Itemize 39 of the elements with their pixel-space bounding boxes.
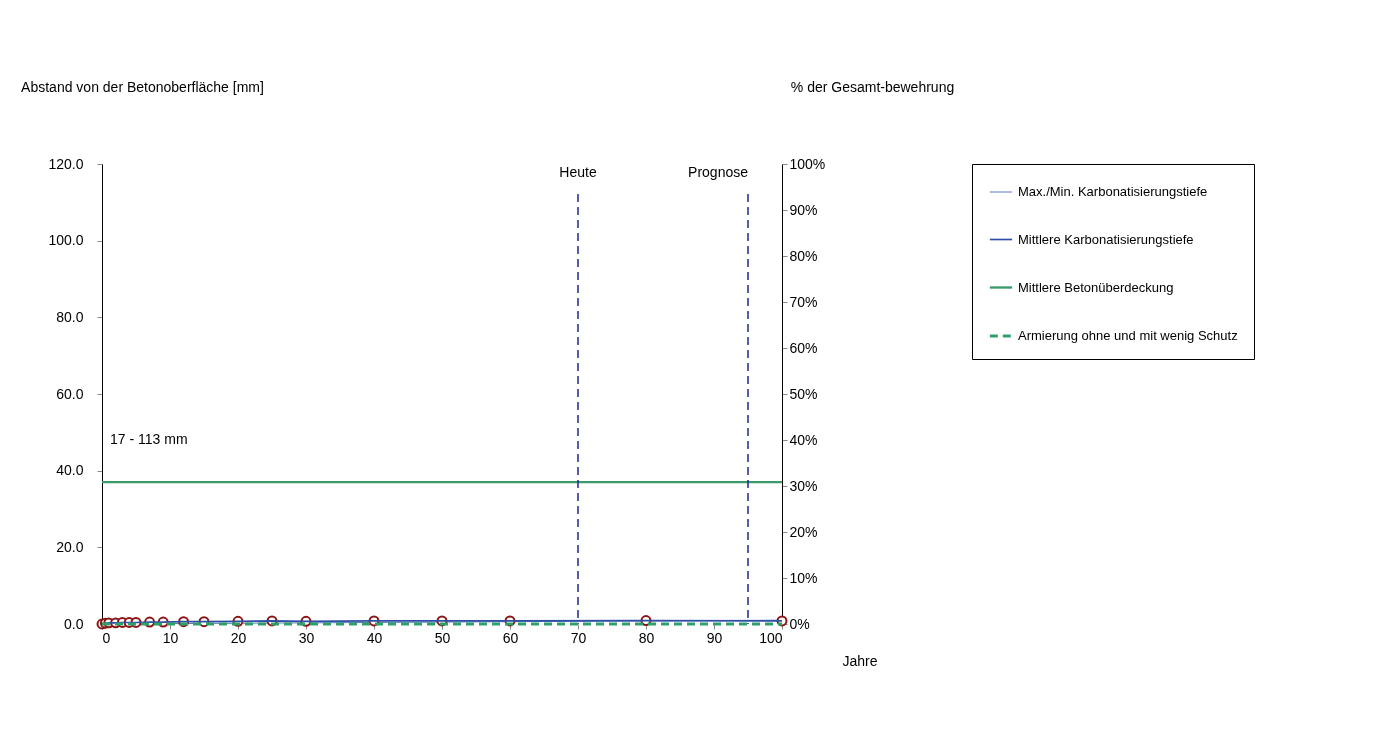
x-tick-label: 30 — [298, 629, 315, 646]
ref-line-label: Heute — [559, 164, 597, 180]
y2-tick-label: 50% — [789, 385, 818, 402]
y2-tick-label: 60% — [789, 339, 818, 356]
y-tick-label: 120.0 — [48, 155, 84, 172]
x-tick-label: 10 — [162, 629, 179, 646]
y2-axis-title: % der Gesamt-bewehrung — [790, 78, 955, 95]
y2-tick-label: 10% — [789, 569, 818, 586]
x-tick-label: 40 — [366, 629, 383, 646]
x-tick-label: 0 — [102, 629, 111, 646]
y2-tick-label: 40% — [789, 431, 818, 448]
y2-tick-label: 90% — [789, 201, 818, 218]
x-tick-label: 60 — [502, 629, 519, 646]
x-tick-label: 70 — [570, 629, 587, 646]
y2-tick-label: 100% — [789, 155, 826, 172]
legend-label: Mittlere Karbonatisierungstiefe — [1018, 231, 1194, 247]
x-tick-label: 90 — [706, 629, 723, 646]
y-tick-label: 40.0 — [56, 462, 84, 479]
x-axis-title: Jahre — [842, 652, 878, 669]
y2-tick-label: 0% — [789, 615, 810, 632]
y2-tick-label: 70% — [789, 293, 818, 310]
x-tick-label: 50 — [434, 629, 451, 646]
ref-line-label: Prognose — [688, 164, 749, 180]
y-tick-label: 20.0 — [56, 538, 84, 555]
x-tick-label: 80 — [638, 629, 655, 646]
y2-tick-label: 20% — [789, 523, 818, 540]
x-tick-label: 20 — [230, 629, 247, 646]
x-tick-label: 100 — [759, 629, 783, 646]
y-tick-label: 80.0 — [56, 308, 84, 325]
y-axis-title: Abstand von der Betonoberfläche [mm] — [21, 78, 264, 95]
y2-tick-label: 80% — [789, 247, 818, 264]
y-tick-label: 100.0 — [48, 232, 84, 249]
annotation: 17 - 113 mm — [110, 431, 188, 447]
y2-tick-label: 30% — [789, 477, 818, 494]
legend-label: Max./Min. Karbonatisierungstiefe — [1018, 184, 1208, 199]
legend-label: Mittlere Betonüberdeckung — [1018, 279, 1174, 295]
y-tick-label: 0.0 — [64, 615, 84, 632]
legend-label: Armierung ohne und mit wenig Schutz — [1018, 328, 1238, 343]
y-tick-label: 60.0 — [56, 385, 84, 402]
